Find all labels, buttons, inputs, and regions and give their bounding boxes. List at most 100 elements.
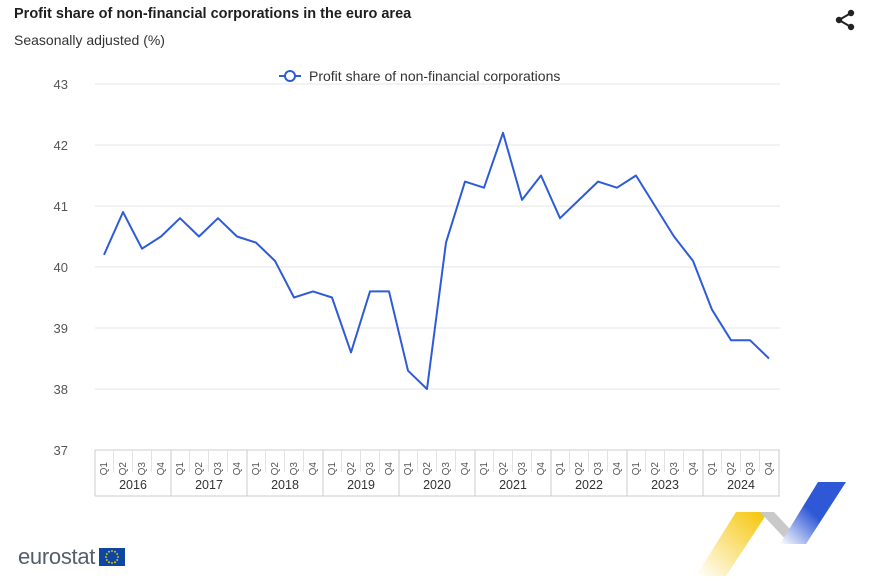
year-label: 2016 (119, 478, 147, 492)
data-point[interactable] (386, 288, 392, 294)
data-point[interactable] (728, 337, 734, 343)
flag-star (105, 553, 108, 555)
year-label: 2018 (271, 478, 299, 492)
quarter-label: Q3 (137, 462, 148, 476)
quarter-label: Q2 (346, 462, 357, 476)
data-point[interactable] (158, 234, 164, 240)
y-tick-label: 41 (54, 199, 68, 214)
y-tick-label: 43 (54, 77, 68, 92)
data-point[interactable] (462, 179, 468, 185)
series-line (103, 131, 770, 390)
legend[interactable]: Profit share of non-financial corporatio… (279, 68, 560, 84)
quarter-label: Q1 (707, 462, 718, 476)
data-point[interactable] (139, 246, 145, 252)
data-point[interactable] (633, 173, 639, 179)
flag-star (116, 553, 119, 555)
data-point[interactable] (557, 215, 563, 221)
year-label: 2020 (423, 478, 451, 492)
flag-star (108, 561, 110, 564)
decorative-chevron (696, 482, 846, 576)
quarter-label: Q1 (403, 462, 414, 476)
quarter-label: Q2 (270, 462, 281, 476)
flag-star (114, 550, 116, 553)
data-point[interactable] (329, 295, 335, 301)
quarter-label: Q2 (574, 462, 585, 476)
flag-star (105, 559, 108, 561)
data-point[interactable] (652, 203, 658, 209)
data-point[interactable] (519, 197, 525, 203)
quarter-label: Q1 (479, 462, 490, 476)
year-label: 2024 (727, 478, 755, 492)
data-point[interactable] (101, 252, 107, 258)
quarter-label: Q4 (384, 462, 395, 476)
quarter-label: Q3 (289, 462, 300, 476)
quarter-label: Q4 (612, 462, 623, 476)
quarter-label: Q2 (498, 462, 509, 476)
logo-text: eurostat (18, 544, 96, 569)
quarter-label: Q3 (365, 462, 376, 476)
eu-flag-icon (99, 548, 126, 566)
data-point[interactable] (671, 234, 677, 240)
eurostat-logo: eurostat (18, 544, 126, 570)
y-axis-labels: 37 38 39 40 41 42 43 (54, 77, 68, 458)
data-point[interactable] (177, 215, 183, 221)
data-point[interactable] (367, 288, 373, 294)
data-point[interactable] (291, 295, 297, 301)
flag-star (111, 562, 113, 564)
year-label: 2022 (575, 478, 603, 492)
quarter-label: Q4 (764, 462, 775, 476)
quarter-label: Q4 (156, 462, 167, 476)
data-point[interactable] (538, 173, 544, 179)
quarter-label: Q2 (422, 462, 433, 476)
quarter-label: Q2 (118, 462, 129, 476)
data-point[interactable] (709, 307, 715, 313)
quarter-label: Q1 (175, 462, 186, 476)
quarter-label: Q1 (631, 462, 642, 476)
data-point[interactable] (424, 386, 430, 392)
quarter-label: Q3 (745, 462, 756, 476)
data-point[interactable] (747, 337, 753, 343)
quarter-label: Q3 (213, 462, 224, 476)
quarter-label: Q1 (555, 462, 566, 476)
data-point[interactable] (405, 368, 411, 374)
data-point[interactable] (196, 234, 202, 240)
quarter-label: Q1 (327, 462, 338, 476)
quarter-label: Q2 (194, 462, 205, 476)
data-point[interactable] (595, 179, 601, 185)
data-point[interactable] (348, 349, 354, 355)
quarter-label: Q3 (593, 462, 604, 476)
y-tick-label: 40 (54, 260, 68, 275)
quarter-label: Q3 (517, 462, 528, 476)
data-point[interactable] (215, 215, 221, 221)
data-point[interactable] (766, 356, 772, 362)
legend-label[interactable]: Profit share of non-financial corporatio… (309, 68, 560, 84)
quarter-label: Q4 (688, 462, 699, 476)
data-point[interactable] (234, 234, 240, 240)
data-point[interactable] (614, 185, 620, 191)
data-point[interactable] (253, 240, 259, 246)
data-point[interactable] (120, 209, 126, 215)
data-point[interactable] (310, 288, 316, 294)
flag-star (108, 550, 110, 553)
flag-star (116, 559, 119, 561)
flag-star (105, 556, 107, 558)
quarter-label: Q3 (441, 462, 452, 476)
quarter-label: Q3 (669, 462, 680, 476)
quarter-label: Q4 (460, 462, 471, 476)
data-point[interactable] (481, 185, 487, 191)
quarter-label: Q1 (99, 462, 110, 476)
year-label: 2021 (499, 478, 527, 492)
data-point[interactable] (690, 258, 696, 264)
year-label: 2019 (347, 478, 375, 492)
legend-marker-icon (284, 70, 296, 82)
flag-star (117, 556, 119, 558)
data-point[interactable] (272, 258, 278, 264)
flag-star (114, 561, 116, 564)
data-point[interactable] (576, 197, 582, 203)
data-point[interactable] (443, 240, 449, 246)
grid-lines (95, 83, 780, 451)
data-point[interactable] (500, 130, 506, 136)
share-icon[interactable] (833, 8, 857, 32)
year-label: 2017 (195, 478, 223, 492)
